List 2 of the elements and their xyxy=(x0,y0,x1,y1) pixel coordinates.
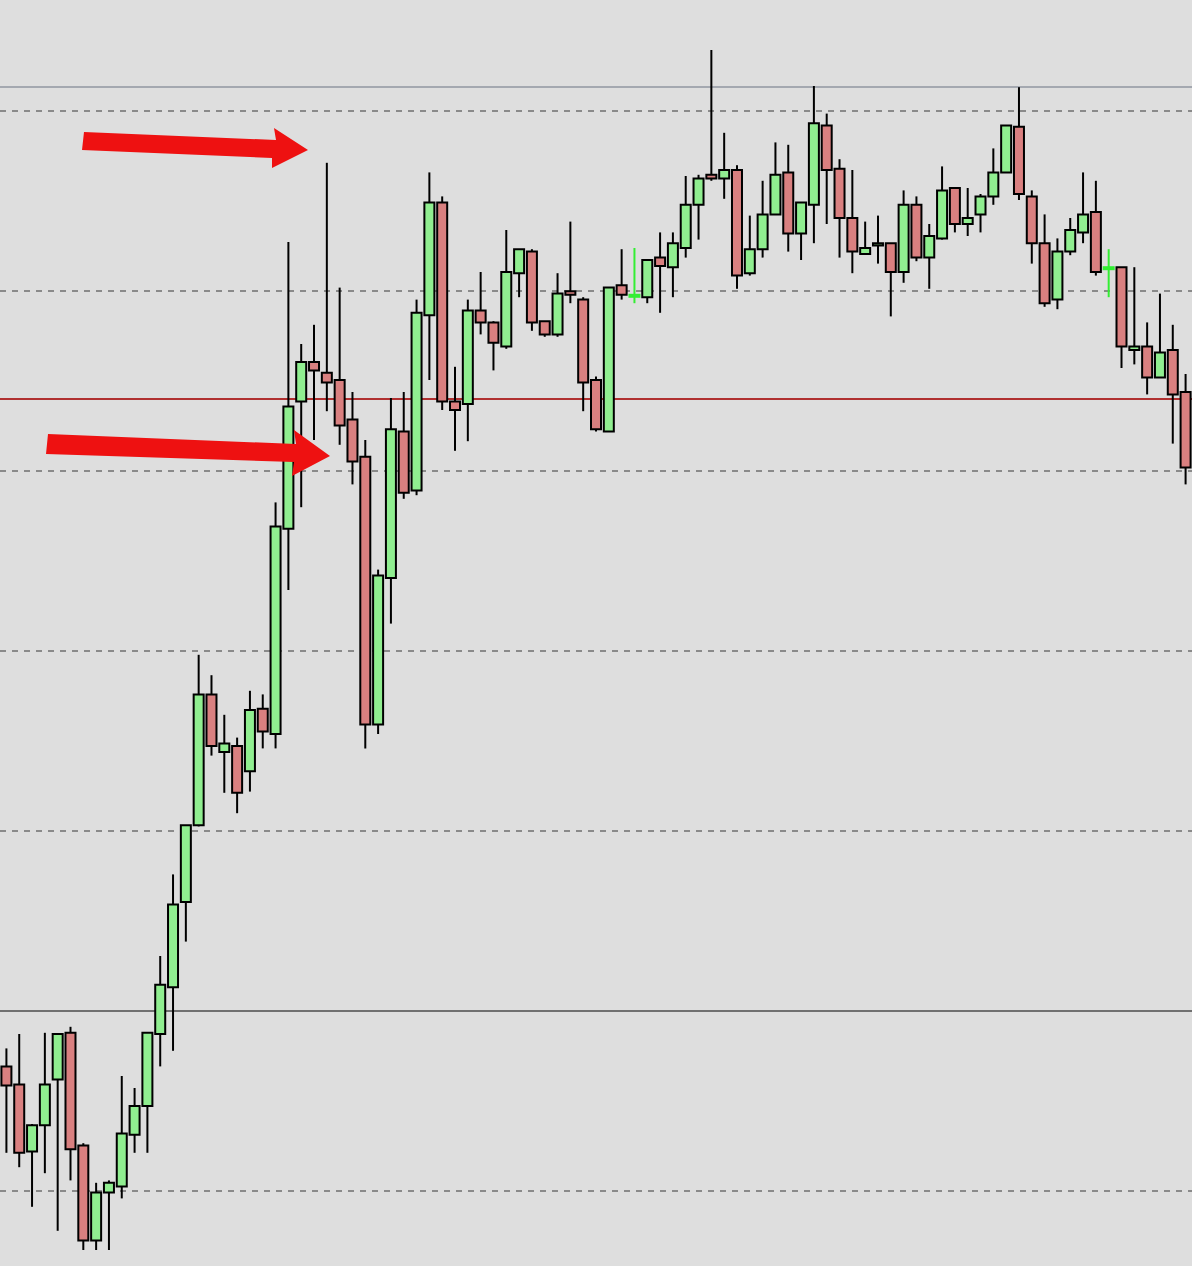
candlestick xyxy=(1102,248,1115,299)
candlestick xyxy=(628,247,641,305)
